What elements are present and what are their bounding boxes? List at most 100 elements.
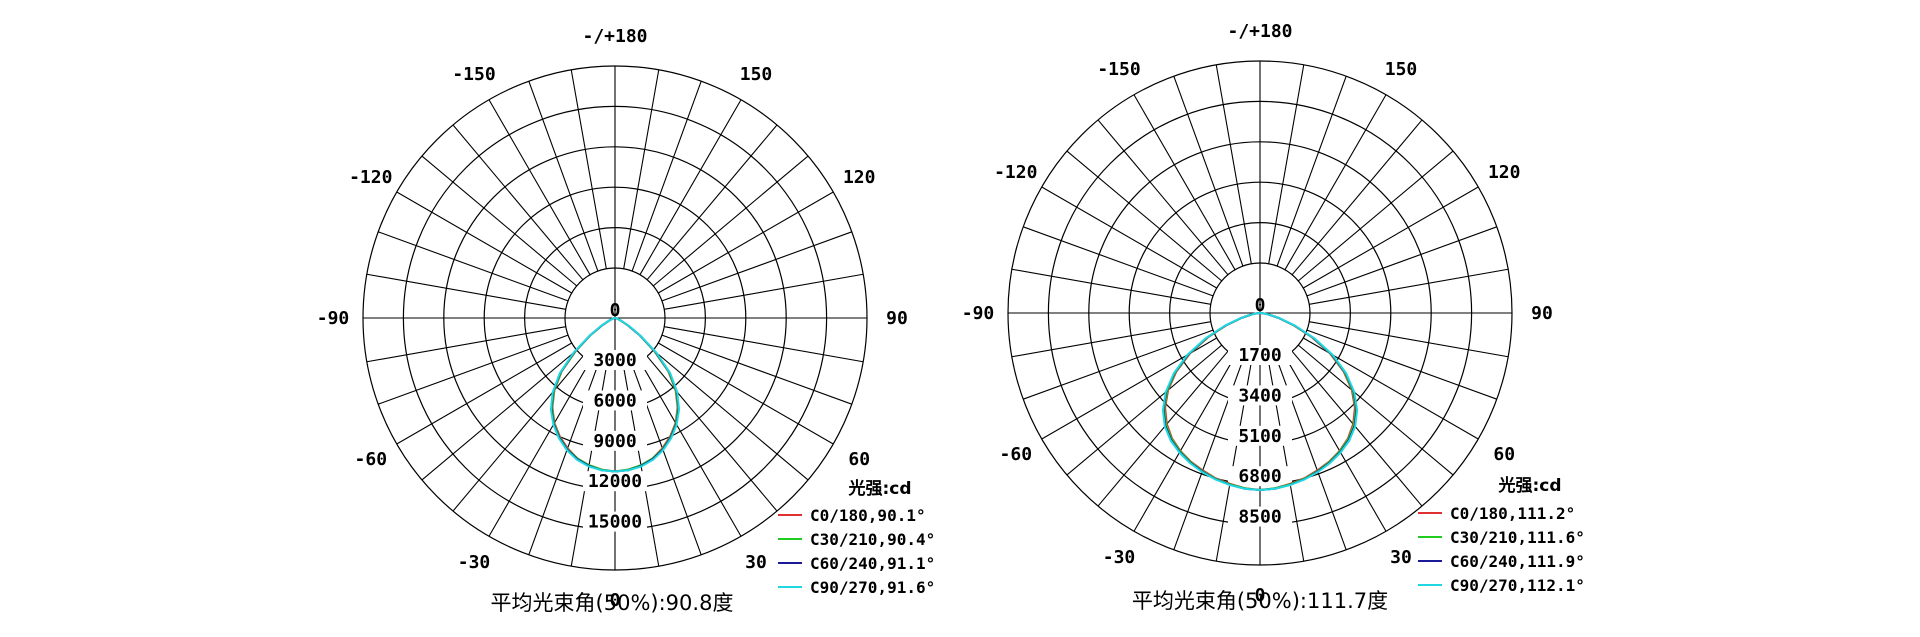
center-label: 0 xyxy=(610,300,621,321)
grid-spoke xyxy=(378,231,569,302)
grid-spoke xyxy=(1097,350,1229,507)
polar-chart-right: -/+180 -150 150 -120 120 -90 90 -60 60 -30 30 0 0 170… xyxy=(962,21,1585,613)
series-curve xyxy=(1161,312,1359,491)
angle-label: -/+180 xyxy=(1227,21,1292,42)
radial-label-bg xyxy=(1228,466,1292,487)
grid-spoke xyxy=(1023,329,1214,400)
beam-angle-footer: 平均光束角(50%):111.7度 xyxy=(1132,589,1388,613)
radial-label: 9000 xyxy=(593,431,636,452)
grid-spoke xyxy=(1066,150,1223,282)
radial-label-bg xyxy=(1228,425,1292,446)
grid-spoke xyxy=(488,361,591,537)
grid-spoke xyxy=(639,361,742,537)
grid-spoke xyxy=(661,334,852,405)
angle-label: 150 xyxy=(1385,59,1418,80)
grid-spoke xyxy=(1041,186,1217,289)
grid-spoke xyxy=(1215,64,1252,264)
radial-label: 6000 xyxy=(593,390,636,411)
grid-spoke xyxy=(1303,186,1479,289)
grid-spoke xyxy=(1291,350,1423,507)
grid-spoke xyxy=(658,342,834,445)
grid-spoke xyxy=(1297,150,1454,282)
legend-label: C60/240,91.1° xyxy=(810,554,935,573)
angle-label: 150 xyxy=(740,64,773,85)
angle-label: -90 xyxy=(317,308,350,329)
grid-spoke xyxy=(646,355,778,512)
angle-label: 60 xyxy=(1493,444,1515,465)
grid-spoke xyxy=(452,355,584,512)
grid-spoke xyxy=(631,81,702,272)
legend-label: C0/180,111.2° xyxy=(1450,504,1575,523)
series-curve xyxy=(549,317,681,473)
radial-label-bg xyxy=(1228,345,1292,365)
grid-spoke xyxy=(1097,119,1229,276)
radial-label-bg xyxy=(583,511,647,532)
angle-label: 120 xyxy=(843,167,876,188)
legend-label: C90/270,112.1° xyxy=(1450,576,1585,595)
grid-spoke xyxy=(1133,356,1236,532)
radial-label: 6800 xyxy=(1238,466,1281,487)
center-label: 0 xyxy=(1255,295,1266,316)
grid-spoke xyxy=(1306,226,1497,297)
angle-label: -150 xyxy=(1097,59,1140,80)
grid-spoke xyxy=(452,124,584,281)
grid-spoke xyxy=(421,349,578,481)
radial-label-bg xyxy=(583,471,647,492)
grid-spoke xyxy=(661,231,852,302)
grid-spoke xyxy=(1023,226,1214,297)
grid-spoke xyxy=(664,273,864,310)
angle-label: -120 xyxy=(349,167,392,188)
radial-label-bg xyxy=(583,430,647,451)
grid-spoke xyxy=(1011,321,1211,358)
angle-label: -150 xyxy=(452,64,495,85)
grid-spoke xyxy=(366,326,566,363)
angle-label: -60 xyxy=(1000,444,1033,465)
unit-label: 光强:cd xyxy=(847,478,911,499)
grid-spoke xyxy=(1066,344,1223,476)
angle-label: -/+180 xyxy=(582,26,647,47)
angle-label: -30 xyxy=(1103,547,1136,568)
grid-spoke xyxy=(1268,64,1305,264)
grid-spoke xyxy=(623,69,660,269)
grid-spoke xyxy=(652,155,809,287)
angle-label: 120 xyxy=(1488,162,1521,183)
angle-label: 0 xyxy=(610,590,621,611)
grid-spoke xyxy=(1284,356,1387,532)
grid-spoke xyxy=(646,124,778,281)
radial-label: 15000 xyxy=(588,512,642,533)
polar-chart-left: -/+180-150 150-120 120-90 90-60 60-30 3000300… xyxy=(317,26,935,615)
grid-spoke xyxy=(528,81,599,272)
grid-spoke xyxy=(1306,329,1497,400)
grid-spoke xyxy=(421,155,578,287)
radial-label: 12000 xyxy=(588,471,642,492)
angle-label: 90 xyxy=(886,308,908,329)
grid-spoke xyxy=(639,99,742,275)
angle-label: 90 xyxy=(1531,303,1553,324)
grid-spoke xyxy=(1309,321,1509,358)
unit-label: 光强:cd xyxy=(1497,475,1561,496)
angle-label: -90 xyxy=(962,303,995,324)
grid-spoke xyxy=(378,334,569,405)
grid-spoke xyxy=(1276,76,1347,267)
radial-label: 1700 xyxy=(1238,345,1281,366)
grid-spoke xyxy=(652,349,809,481)
radial-label-bg xyxy=(1228,506,1292,527)
grid-spoke xyxy=(658,191,834,294)
legend-label: C30/210,90.4° xyxy=(810,530,935,549)
grid-spoke xyxy=(396,342,572,445)
grid-spoke xyxy=(1297,344,1454,476)
grid-spoke xyxy=(1011,268,1211,305)
angle-label: -30 xyxy=(458,552,491,573)
angle-label: 30 xyxy=(1390,547,1412,568)
angle-label: 60 xyxy=(848,449,870,470)
grid-spoke xyxy=(1133,94,1236,270)
grid-spoke xyxy=(1291,119,1423,276)
radial-label-bg xyxy=(1228,385,1292,406)
radial-label: 5100 xyxy=(1238,426,1281,447)
grid-spoke xyxy=(664,326,864,363)
grid-spoke xyxy=(366,273,566,310)
grid-spoke xyxy=(1309,268,1509,305)
radial-label: 3400 xyxy=(1238,385,1281,406)
radial-label-bg xyxy=(583,350,647,370)
